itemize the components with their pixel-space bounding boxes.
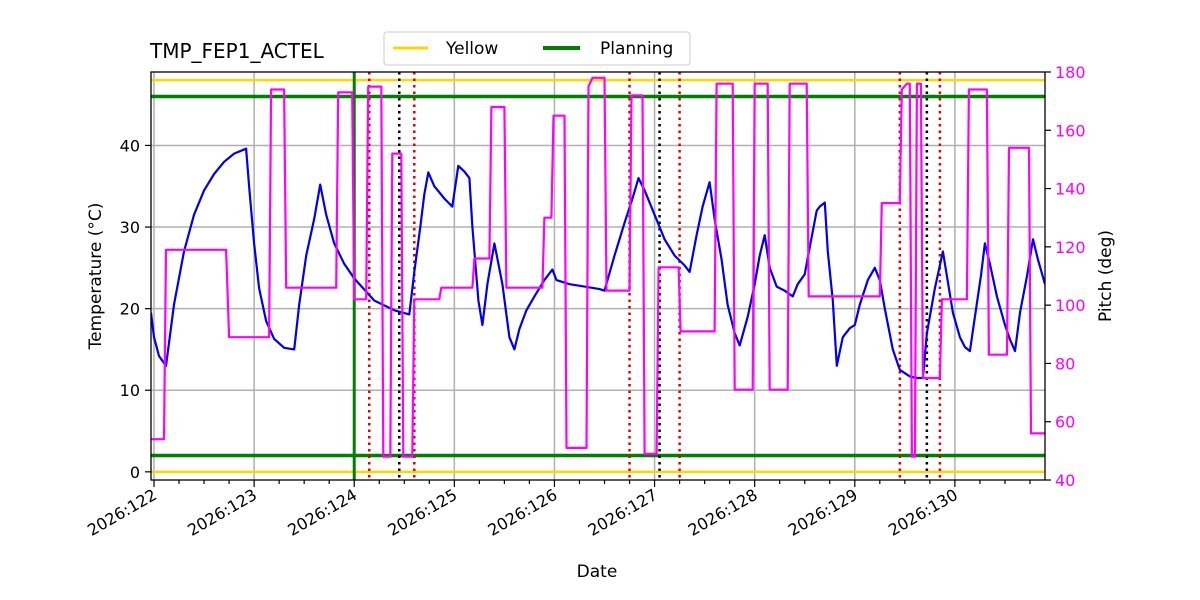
y-tick-label: 10 [120,381,140,400]
legend-label-planning: Planning [600,39,673,59]
y-tick-label: 0 [130,463,140,482]
y2-axis-title: Pitch (deg) [1096,230,1116,322]
series-line-pitch [151,76,1045,458]
x-axis-title: Date [577,562,618,582]
y-tick-label: 40 [120,136,140,155]
y2-tick-label: 160 [1055,121,1086,140]
chart-title: TMP_FEP1_ACTEL [149,39,325,63]
legend: Yellow Planning [383,31,691,66]
legend-label-yellow: Yellow [445,39,498,59]
y2-tick-label: 180 [1055,63,1086,82]
plot-frame [150,71,1046,481]
y-tick-label: 20 [120,300,140,319]
plot-area: 2026:122 2026:123 2026:124 2026:125 2026:126… [84,63,1085,540]
y-axis-title: Temperature (°C) [86,203,106,351]
y2-tick-label: 140 [1055,180,1086,199]
y2-tick-label: 60 [1055,413,1075,432]
plot-content [151,72,1045,480]
y-tick-label: 30 [120,218,140,237]
y2-tick-label: 100 [1055,296,1086,315]
y2-tick-label: 120 [1055,238,1086,257]
legend-frame [383,31,691,66]
y2-tick-label: 80 [1055,354,1075,373]
y2-tick-label: 40 [1055,471,1075,490]
